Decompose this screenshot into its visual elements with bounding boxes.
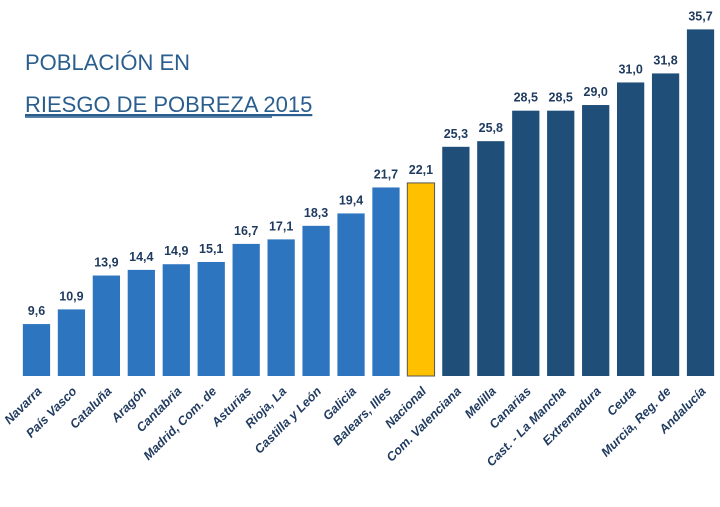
value-label: 9,6	[28, 304, 45, 318]
value-label: 13,9	[94, 256, 118, 270]
bar	[372, 187, 400, 376]
bar	[197, 261, 225, 376]
value-label: 14,4	[129, 250, 153, 264]
chart-title: RIESGO DE POBREZA 2015	[25, 92, 312, 117]
value-label: 19,4	[339, 193, 363, 207]
bar	[616, 82, 645, 377]
bar	[651, 73, 680, 376]
bar	[267, 239, 295, 376]
bar	[337, 213, 365, 376]
value-label: 21,7	[374, 167, 398, 181]
value-label: 31,8	[653, 53, 677, 67]
value-label: 25,3	[444, 127, 468, 141]
bar	[582, 105, 610, 376]
bar	[406, 182, 436, 377]
value-label: 22,1	[409, 163, 433, 177]
value-label: 29,0	[584, 85, 608, 99]
value-label: 28,5	[514, 91, 538, 105]
value-label: 15,1	[199, 242, 223, 256]
value-label: 31,0	[618, 62, 642, 76]
value-label: 28,5	[549, 91, 573, 105]
bar	[92, 275, 121, 376]
value-label: 14,9	[164, 244, 188, 258]
bar	[686, 29, 715, 377]
bar	[442, 146, 470, 376]
bar	[512, 110, 540, 376]
bar	[162, 264, 190, 376]
chart-title: POBLACIÓN EN	[25, 50, 190, 75]
value-label: 18,3	[304, 206, 328, 220]
bar	[232, 243, 260, 376]
bar	[127, 269, 155, 376]
bar	[302, 225, 330, 376]
value-label: 10,9	[59, 289, 83, 303]
value-label: 25,8	[479, 121, 503, 135]
value-label: 17,1	[269, 219, 293, 233]
value-label: 35,7	[688, 9, 712, 23]
bar	[22, 324, 51, 376]
bar	[547, 110, 575, 376]
bar	[477, 141, 505, 376]
value-label: 16,7	[234, 224, 258, 238]
bar	[57, 309, 86, 376]
